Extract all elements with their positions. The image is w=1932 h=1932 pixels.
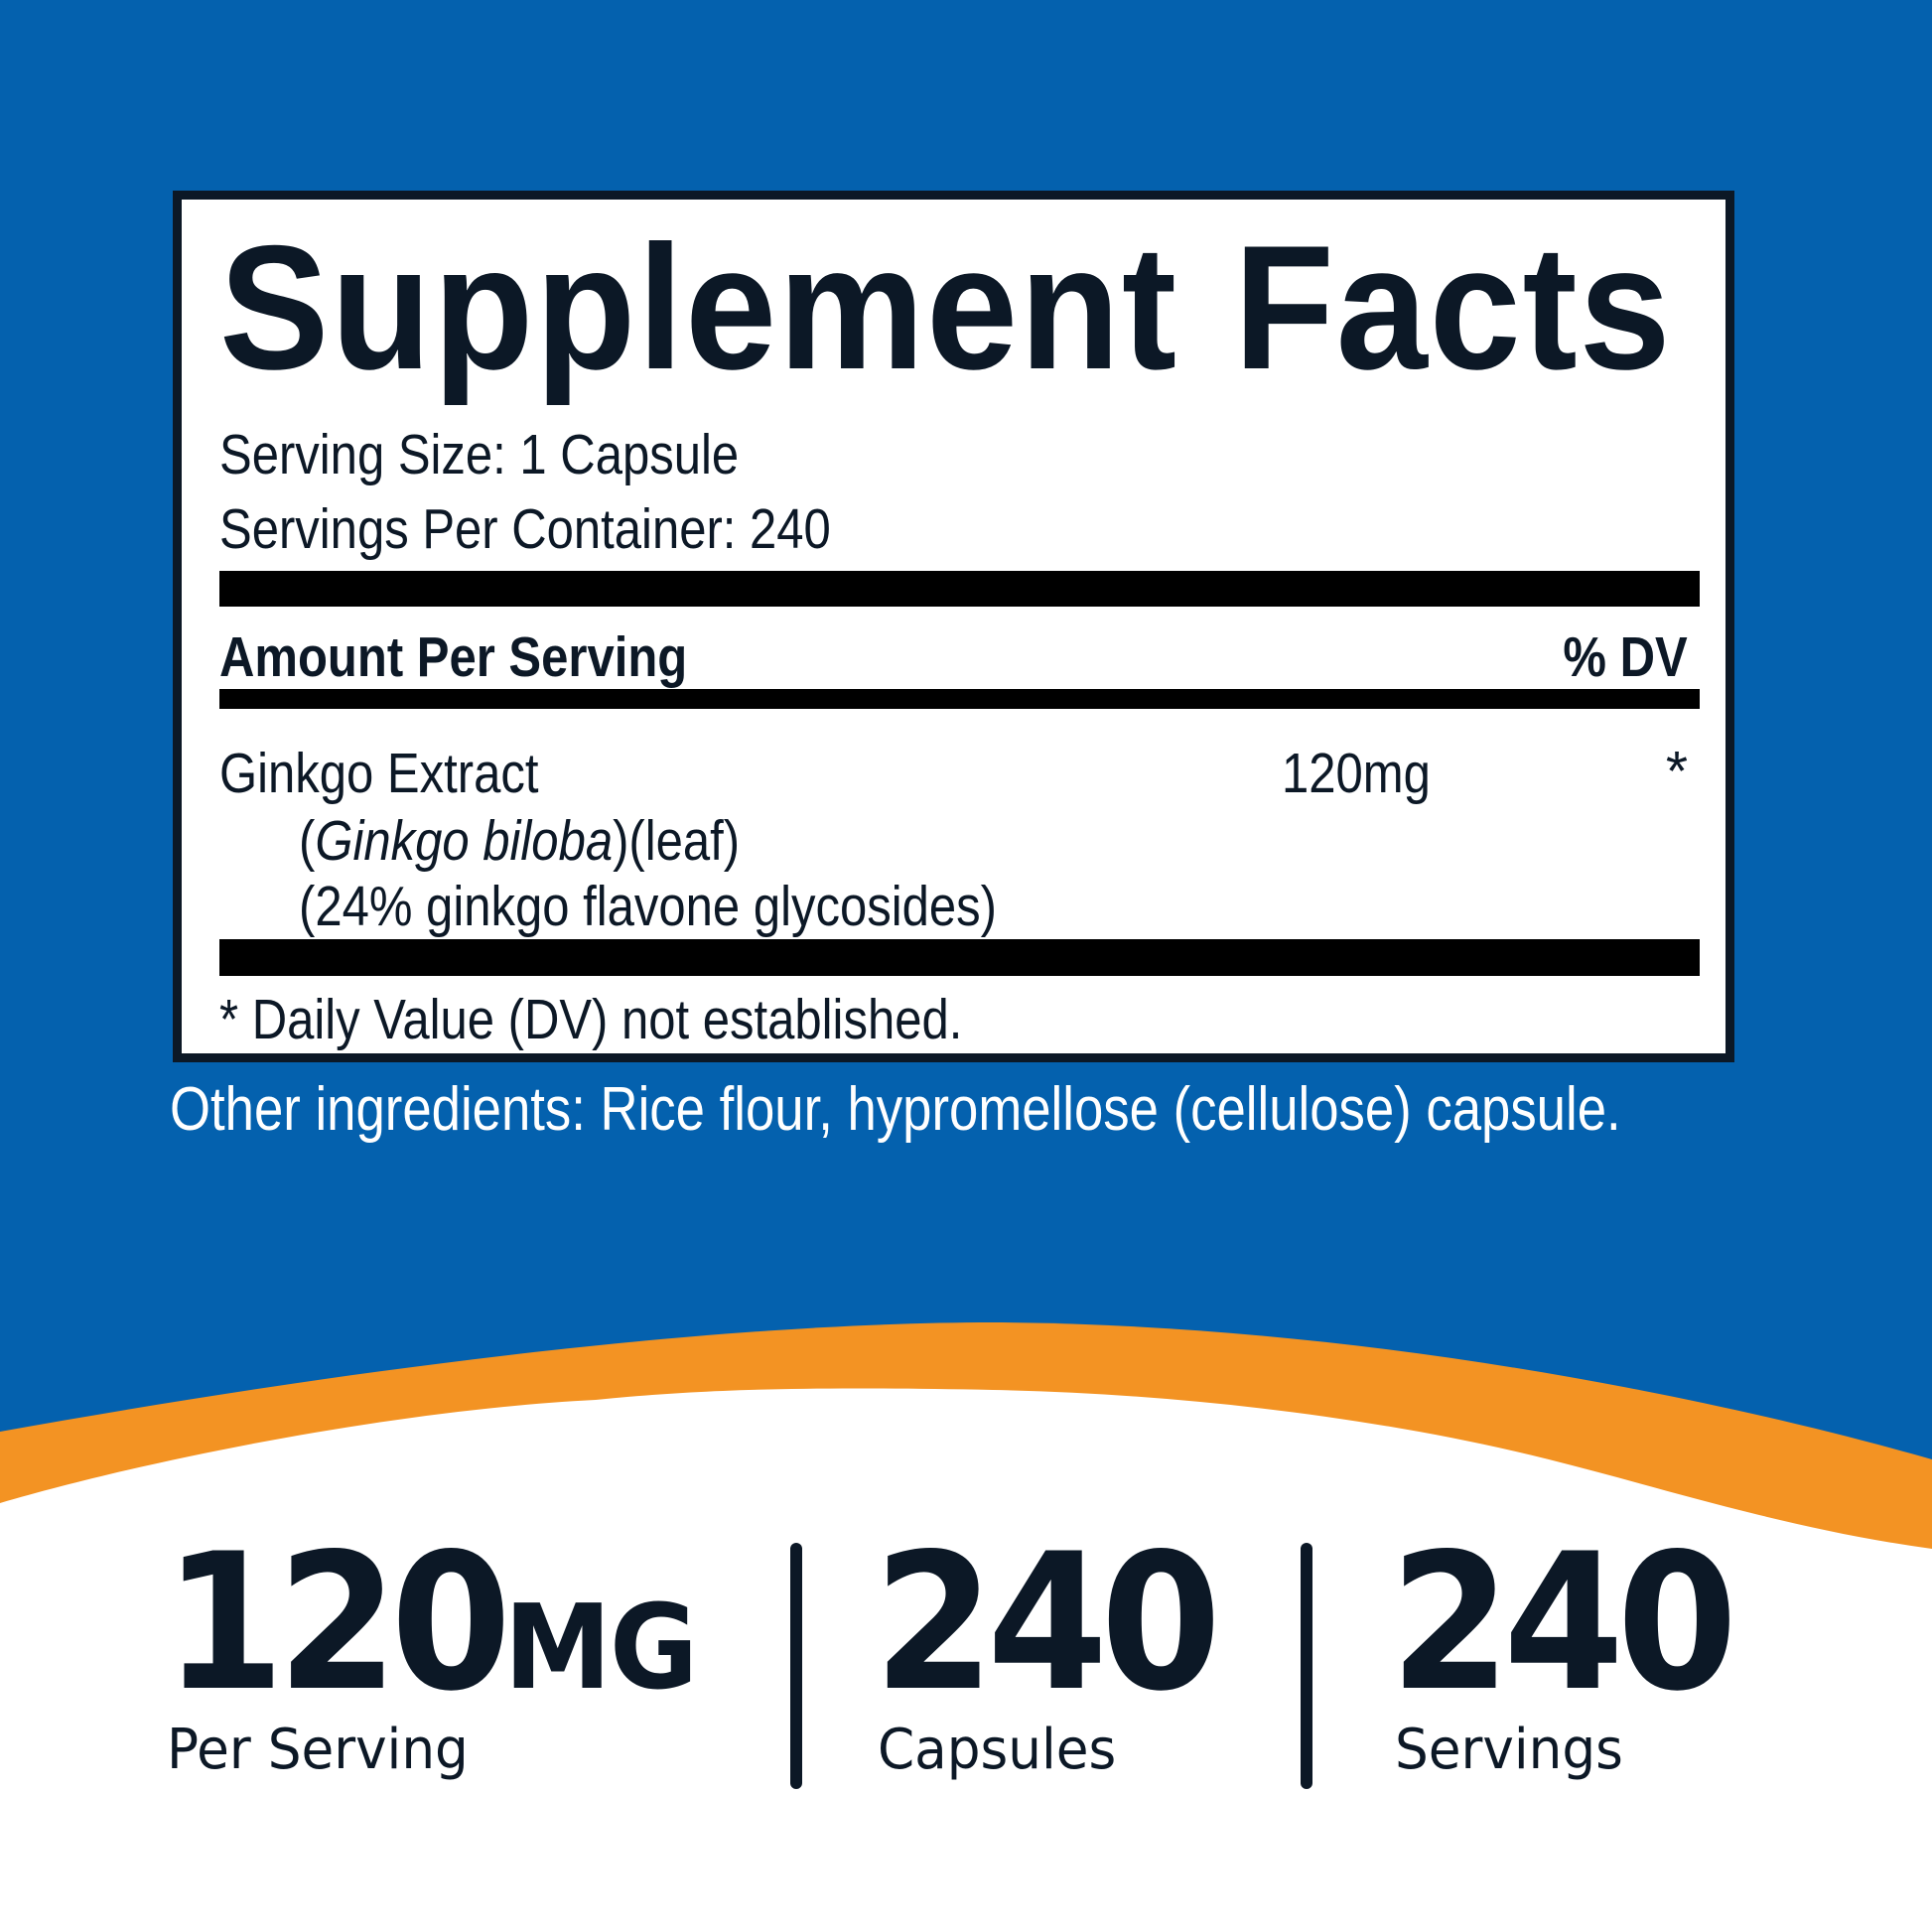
stat-servings-label: Servings [1395,1718,1623,1782]
medium-divider [219,689,1700,709]
dose-unit: MG [503,1579,698,1716]
ingredient-amount: 120mg [1282,742,1431,805]
stat-divider [1301,1543,1312,1789]
white-area [0,1388,1932,1932]
stat-capsules-label: Capsules [878,1718,1117,1782]
serving-size: Serving Size: 1 Capsule [219,423,740,486]
stat-dose-label: Per Serving [167,1718,469,1782]
ingredient-name: Ginkgo Extract [219,742,539,805]
dose-number: 120 [164,1513,511,1732]
servings-per-container: Servings Per Container: 240 [219,497,831,561]
ingredient-latin-name: (Ginkgo biloba)(leaf) [299,813,740,870]
dv-footnote: * Daily Value (DV) not established. [219,988,963,1051]
amount-per-serving-header: Amount Per Serving [219,625,688,689]
stat-servings-value: 240 [1390,1513,1737,1732]
stat-divider [790,1543,802,1789]
title-word-supplement: Supplement [219,208,1178,406]
ingredient-dv: * [1665,740,1688,803]
thick-divider [219,571,1700,607]
thick-divider-bottom [219,939,1700,976]
stat-capsules-value: 240 [874,1513,1221,1732]
supplement-facts-panel: Supplement Facts Serving Size: 1 Capsule … [173,191,1734,1062]
ingredient-standardization: (24% ginkgo flavone glycosides) [299,875,998,938]
plant-part: )(leaf) [613,809,741,873]
latin-name: Ginkgo biloba [315,809,614,873]
other-ingredients: Other ingredients: Rice flour, hypromell… [170,1075,1621,1144]
dv-header: % DV [1563,625,1688,689]
facts-title: Supplement Facts [219,219,1672,396]
paren-open: ( [299,809,316,873]
stat-dose-value: 120MG [164,1529,698,1718]
title-word-facts: Facts [1233,208,1673,406]
